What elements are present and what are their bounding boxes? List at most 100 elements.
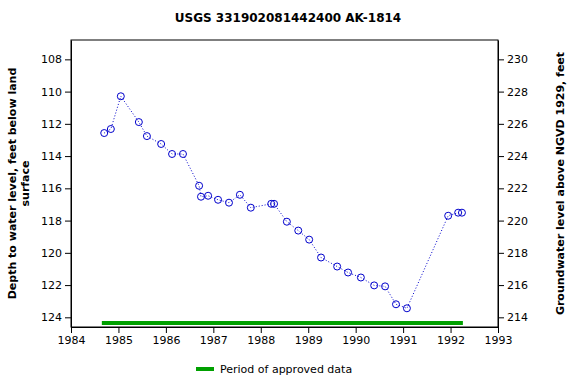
tick-label: 1985 xyxy=(105,334,133,347)
tick-mark xyxy=(498,285,504,286)
tick: 222 xyxy=(498,182,528,195)
x-axis: 1984 1985 1986 1987 1988 1989 1990 1991 1992 1993 xyxy=(58,327,513,347)
data-point xyxy=(295,227,302,234)
tick-label: 228 xyxy=(507,86,528,99)
plot-area xyxy=(101,93,466,323)
tick-mark xyxy=(65,221,71,222)
tick: 1985 xyxy=(105,327,133,347)
tick-mark xyxy=(65,253,71,254)
data-point xyxy=(107,126,114,133)
tick: 1990 xyxy=(342,327,370,347)
tick-label: 218 xyxy=(507,247,528,260)
data-point xyxy=(197,193,204,200)
data-point xyxy=(403,305,410,312)
tick-mark xyxy=(498,253,504,254)
legend-label: Period of approved data xyxy=(220,363,352,376)
tick-mark xyxy=(498,92,504,93)
tick-label: 1993 xyxy=(485,334,513,347)
data-point xyxy=(179,150,186,157)
tick: 124 xyxy=(41,311,71,324)
data-line xyxy=(104,96,462,308)
tick-label: 118 xyxy=(41,215,62,228)
tick-label: 116 xyxy=(41,182,62,195)
tick-label: 124 xyxy=(41,311,62,324)
tick-mark xyxy=(498,327,499,333)
tick: 1988 xyxy=(247,327,275,347)
tick-mark xyxy=(451,327,452,333)
tick-mark xyxy=(65,59,71,60)
tick-label: 220 xyxy=(507,215,528,228)
y2-axis-label: Groundwater level above NGVD 1929, feet xyxy=(554,52,567,315)
tick-label: 224 xyxy=(507,150,528,163)
tick-mark xyxy=(213,327,214,333)
tick-mark xyxy=(308,327,309,333)
data-point xyxy=(236,191,243,198)
data-point xyxy=(357,274,364,281)
tick-mark xyxy=(65,124,71,125)
tick-label: 1992 xyxy=(437,334,465,347)
tick-label: 1988 xyxy=(247,334,275,347)
tick-label: 110 xyxy=(41,86,62,99)
data-point xyxy=(135,119,142,126)
data-point xyxy=(225,199,232,206)
tick: 216 xyxy=(498,279,528,292)
tick-mark xyxy=(71,327,72,333)
data-point xyxy=(158,140,165,147)
data-point xyxy=(101,130,108,137)
tick: 214 xyxy=(498,311,528,324)
data-point xyxy=(392,301,399,308)
tick: 112 xyxy=(41,118,71,131)
tick-mark xyxy=(166,327,167,333)
legend-swatch xyxy=(196,367,214,371)
approved-period xyxy=(102,321,463,325)
tick: 226 xyxy=(498,118,528,131)
data-point xyxy=(117,93,124,100)
tick-label: 216 xyxy=(507,279,528,292)
tick: 230 xyxy=(498,53,528,66)
chart: USGS 331902081442400 AK-1814198419851986… xyxy=(0,0,576,384)
tick: 120 xyxy=(41,247,71,260)
data-point xyxy=(169,150,176,157)
tick-label: 120 xyxy=(41,247,62,260)
tick-label: 1986 xyxy=(152,334,180,347)
data-point xyxy=(306,236,313,243)
tick: 1986 xyxy=(152,327,180,347)
tick: 224 xyxy=(498,150,528,163)
tick-mark xyxy=(65,188,71,189)
tick-label: 1987 xyxy=(200,334,228,347)
tick: 116 xyxy=(41,182,71,195)
tick: 114 xyxy=(41,150,71,163)
tick: 1989 xyxy=(295,327,323,347)
tick-mark xyxy=(118,327,119,333)
tick: 122 xyxy=(41,279,71,292)
tick-label: 222 xyxy=(507,182,528,195)
tick-mark xyxy=(65,92,71,93)
data-point xyxy=(247,204,254,211)
tick-mark xyxy=(261,327,262,333)
y-axis: 108 110 112 114 116 118 120 122 124 xyxy=(41,41,72,328)
tick-label: 108 xyxy=(41,53,62,66)
tick-mark xyxy=(403,327,404,333)
tick-mark xyxy=(356,327,357,333)
tick: 228 xyxy=(498,86,528,99)
tick: 220 xyxy=(498,215,528,228)
tick-label: 1991 xyxy=(390,334,418,347)
tick-label: 122 xyxy=(41,279,62,292)
data-point xyxy=(445,212,452,219)
data-point xyxy=(371,282,378,289)
tick-mark xyxy=(498,59,504,60)
data-point xyxy=(345,269,352,276)
plot-frame xyxy=(71,40,498,327)
tick: 1984 xyxy=(58,327,86,347)
tick: 1992 xyxy=(437,327,465,347)
data-point xyxy=(143,133,150,140)
tick: 1987 xyxy=(200,327,228,347)
tick: 110 xyxy=(41,86,71,99)
data-point xyxy=(382,283,389,290)
tick: 218 xyxy=(498,247,528,260)
data-point xyxy=(205,192,212,199)
data-point xyxy=(334,263,341,270)
tick: 1993 xyxy=(485,327,513,347)
y2-axis: 230 228 226 224 222 220 218 216 214 xyxy=(498,41,528,328)
tick-label: 226 xyxy=(507,118,528,131)
